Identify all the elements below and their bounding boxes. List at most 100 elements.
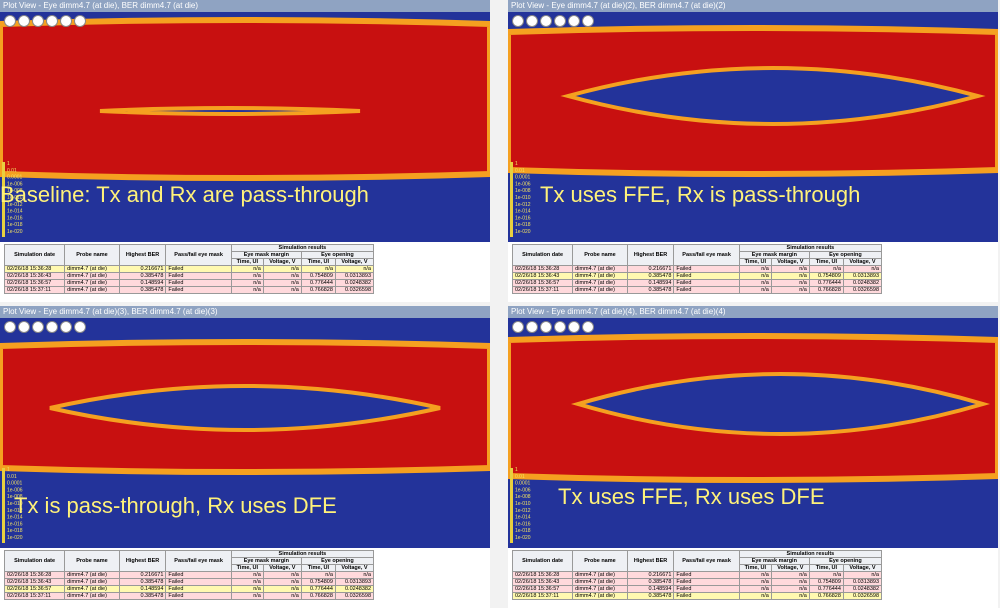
toolbar-button[interactable] <box>74 15 86 27</box>
toolbar-button[interactable] <box>540 321 552 333</box>
cell: Failed <box>165 592 232 600</box>
toolbar-button[interactable] <box>4 321 16 333</box>
toolbar-button[interactable] <box>32 321 44 333</box>
subcolumn-header: Voltage, V <box>262 258 302 266</box>
column-header: Simulation date <box>3 550 66 572</box>
toolbar-button[interactable] <box>582 321 594 333</box>
cell: dimm4.7 (at die) <box>572 265 628 273</box>
plot-view-panel: Plot View - Eye dimm4.7 (at die)(2), BER… <box>508 0 998 302</box>
eye-diagram: 10.010.00011e-0061e-0081e-0101e-0121e-01… <box>508 12 998 242</box>
cell: Failed <box>673 265 740 273</box>
ber-legend-label: 1e-006 <box>515 487 531 493</box>
subgroup-header: Eye opening <box>808 557 883 565</box>
ber-legend-label: 1e-016 <box>7 521 23 527</box>
toolbar-button[interactable] <box>60 15 72 27</box>
cell: n/a <box>230 286 264 294</box>
subcolumn-header: Voltage, V <box>262 564 302 572</box>
toolbar <box>512 321 594 335</box>
cell: Failed <box>673 571 740 579</box>
ber-legend-label: 0.01 <box>515 474 525 480</box>
toolbar-button[interactable] <box>74 321 86 333</box>
toolbar-button[interactable] <box>568 321 580 333</box>
ber-legend-label: 1e-012 <box>7 508 23 514</box>
toolbar-button[interactable] <box>582 15 594 27</box>
ber-legend-bar <box>2 468 5 543</box>
cell: dimm4.7 (at die) <box>64 286 120 294</box>
header-row: Simulation date Probe name Highest BER Pass… <box>3 244 375 266</box>
cell: 02/26/18 15:36:43 <box>3 578 66 586</box>
toolbar-button[interactable] <box>46 15 58 27</box>
group-header: Simulation results <box>738 550 883 558</box>
cell: 02/26/18 15:36:28 <box>3 571 66 579</box>
cell: 0.216671 <box>118 265 167 273</box>
toolbar-button[interactable] <box>526 15 538 27</box>
result-row: 02/26/18 15:37:11 dimm4.7 (at die) 0.38547… <box>3 286 375 294</box>
ber-legend-label: 1e-006 <box>515 181 531 187</box>
toolbar-button[interactable] <box>526 321 538 333</box>
caption: Tx uses FFE, Rx is pass-through <box>540 182 860 207</box>
cell: n/a <box>334 571 375 579</box>
cell: n/a <box>842 571 883 579</box>
result-row: 02/26/18 15:36:28 dimm4.7 (at die) 0.21667… <box>511 265 883 273</box>
cell: n/a <box>770 578 810 586</box>
cell: 0.0326598 <box>842 592 883 600</box>
toolbar-button[interactable] <box>32 15 44 27</box>
cell: n/a <box>770 272 810 280</box>
cell: Failed <box>673 272 740 280</box>
toolbar-button[interactable] <box>568 15 580 27</box>
ber-legend-bar <box>2 162 5 237</box>
cell: 0.148594 <box>118 279 167 287</box>
toolbar-button[interactable] <box>18 321 30 333</box>
toolbar-button[interactable] <box>512 15 524 27</box>
ber-legend-label: 1e-010 <box>515 501 531 507</box>
ber-legend-label: 1e-012 <box>515 202 531 208</box>
subcolumn-header: Voltage, V <box>770 564 810 572</box>
ber-legend-label: 1e-014 <box>7 515 23 521</box>
toolbar-button[interactable] <box>60 321 72 333</box>
ber-legend-label: 1 <box>7 161 10 167</box>
toolbar-button[interactable] <box>554 321 566 333</box>
cell: n/a <box>262 592 302 600</box>
cell: 0.0248382 <box>842 279 883 287</box>
ber-legend-label: 1e-008 <box>515 494 531 500</box>
panel-title: Plot View - Eye dimm4.7 (at die), BER di… <box>0 0 490 12</box>
ber-legend-label: 1e-014 <box>7 209 23 215</box>
subgroup-header: Eye opening <box>300 557 375 565</box>
cell: dimm4.7 (at die) <box>572 279 628 287</box>
cell: Failed <box>165 286 232 294</box>
result-row: 02/26/18 15:36:43 dimm4.7 (at die) 0.38547… <box>511 272 883 280</box>
ber-legend-label: 1e-020 <box>7 229 23 235</box>
result-row: 02/26/18 15:37:11 dimm4.7 (at die) 0.38547… <box>511 592 883 600</box>
ber-legend-label: 0.01 <box>515 168 525 174</box>
toolbar-button[interactable] <box>18 15 30 27</box>
toolbar-button[interactable] <box>4 15 16 27</box>
cell: n/a <box>262 578 302 586</box>
cell: n/a <box>770 279 810 287</box>
toolbar-button[interactable] <box>554 15 566 27</box>
ber-legend-label: 0.01 <box>7 474 17 480</box>
cell: n/a <box>738 272 772 280</box>
toolbar-button[interactable] <box>540 15 552 27</box>
header-row: Time, UI Voltage, V Time, UI Voltage, V <box>5 564 375 572</box>
column-header: Highest BER <box>626 550 675 572</box>
cell: 02/26/18 15:37:11 <box>3 592 66 600</box>
cell: n/a <box>808 571 844 579</box>
plot-view-panel: Plot View - Eye dimm4.7 (at die)(4), BER… <box>508 306 998 608</box>
ber-legend-bar <box>510 468 513 543</box>
column-header: Simulation date <box>511 550 574 572</box>
subcolumn-header: Voltage, V <box>770 258 810 266</box>
cell: n/a <box>262 585 302 593</box>
result-row: 02/26/18 15:36:43 dimm4.7 (at die) 0.38547… <box>3 578 375 586</box>
eye-opening <box>570 372 991 436</box>
result-row: 02/26/18 15:36:57 dimm4.7 (at die) 0.14859… <box>511 279 883 287</box>
ber-legend-label: 0.01 <box>7 168 17 174</box>
cell: 0.216671 <box>626 265 675 273</box>
ber-legend-label: 0.0001 <box>515 175 531 181</box>
toolbar <box>4 321 86 335</box>
result-row: 02/26/18 15:36:28 dimm4.7 (at die) 0.21667… <box>511 571 883 579</box>
cell: 0.0313893 <box>334 272 375 280</box>
toolbar-button[interactable] <box>512 321 524 333</box>
toolbar-button[interactable] <box>46 321 58 333</box>
cell: n/a <box>230 279 264 287</box>
